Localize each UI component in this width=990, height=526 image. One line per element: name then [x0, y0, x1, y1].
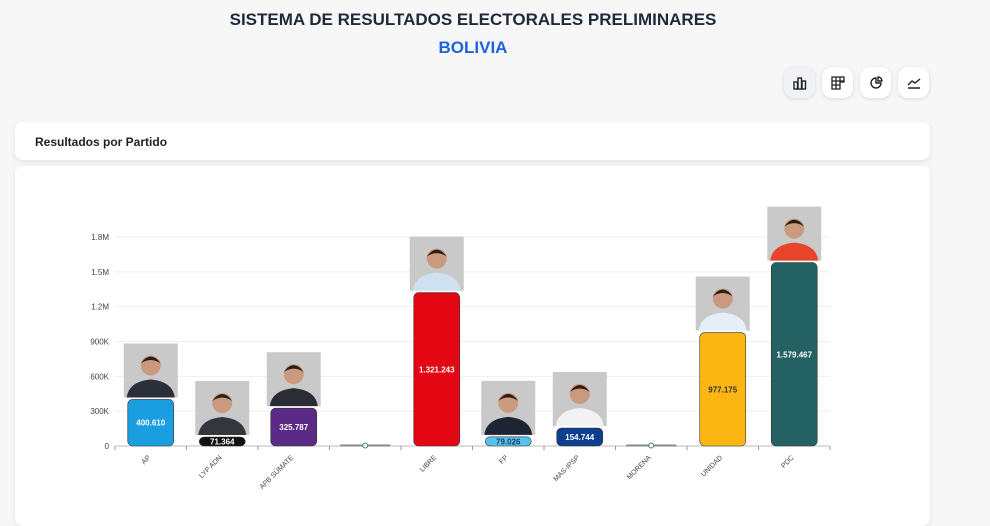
x-tick-label: AP	[141, 454, 153, 466]
x-tick-label: UNIDAD	[700, 454, 724, 478]
bar-marker	[648, 442, 655, 449]
data-label: 154.744	[565, 433, 594, 442]
x-tick-label: FP	[498, 454, 510, 466]
y-tick-label: 900K	[90, 338, 109, 347]
candidate-photo	[195, 381, 250, 435]
page-title: SISTEMA DE RESULTADOS ELECTORALES PRELIM…	[229, 10, 717, 29]
candidate-photo	[123, 343, 178, 398]
y-tick-label: 300K	[90, 407, 109, 416]
photo-body	[412, 272, 461, 291]
section-header: Resultados por Partido	[15, 122, 930, 160]
bar	[413, 292, 461, 447]
photo-body	[770, 242, 819, 261]
photo-hair	[712, 289, 733, 297]
candidate-photo	[409, 236, 464, 291]
bar	[127, 399, 175, 447]
bar-chart-icon	[792, 76, 806, 90]
photo-body	[484, 416, 533, 435]
bar	[556, 427, 604, 447]
line-chart-icon	[907, 77, 920, 89]
chart-type-toolbar	[784, 67, 929, 98]
bar-chart-button[interactable]	[784, 67, 815, 98]
y-tick-label: 0	[105, 442, 110, 451]
photo-hair	[140, 356, 161, 364]
photo-hair	[283, 365, 304, 373]
bar-chart: 0 300K 600K 900K 1.2M 1.5M 1.8M 400.610 AP 71.364…	[90, 206, 831, 491]
bar	[770, 262, 818, 447]
x-tick-label: PDC	[780, 454, 795, 469]
line-chart-button[interactable]	[898, 67, 929, 98]
section-title: Resultados por Partido	[35, 135, 168, 149]
y-tick-label: 1.5M	[91, 268, 109, 277]
photo-body	[698, 312, 747, 331]
photo-body	[269, 388, 318, 407]
data-label: 1.321.243	[419, 365, 455, 374]
photo-body	[555, 408, 604, 427]
photo-body	[198, 417, 247, 435]
x-tick-label: MAS-IPSP	[553, 454, 582, 483]
data-label: 400.610	[136, 419, 165, 428]
bar	[699, 332, 747, 447]
bar-marker	[362, 442, 369, 449]
grid-chart-icon	[830, 75, 845, 90]
page-subtitle: BOLIVIA	[438, 38, 508, 57]
pie-chart-button[interactable]	[860, 67, 891, 98]
y-tick-label: 1.8M	[91, 233, 109, 242]
photo-hair	[784, 219, 805, 227]
x-tick-label: LIBRE	[419, 454, 438, 473]
photo-hair	[212, 394, 233, 401]
candidate-photo	[266, 352, 321, 407]
data-label: 79.026	[496, 437, 521, 446]
x-tick-label: LYP ADN	[198, 454, 223, 479]
candidate-photo	[552, 372, 607, 427]
photo-body	[126, 379, 175, 398]
bar	[198, 436, 246, 447]
photo-hair	[569, 385, 590, 393]
bar	[270, 407, 318, 447]
y-tick-label: 600K	[90, 372, 109, 381]
x-tick-label: MORENA	[626, 454, 653, 481]
grid-chart-button[interactable]	[822, 67, 853, 98]
candidate-photo	[481, 380, 536, 435]
candidate-photo	[767, 206, 822, 261]
candidate-photo	[695, 276, 750, 331]
y-tick-label: 1.2M	[91, 303, 109, 312]
data-label: 1.579.467	[776, 350, 812, 359]
pie-chart-icon	[869, 75, 883, 89]
bar	[484, 436, 532, 447]
photo-hair	[498, 393, 519, 401]
photo-hair	[426, 249, 447, 257]
data-label: 977.175	[708, 385, 737, 394]
data-label: 325.787	[279, 423, 308, 432]
x-tick-label: APB SÚMATE	[257, 453, 295, 491]
data-label: 71.364	[210, 438, 235, 447]
